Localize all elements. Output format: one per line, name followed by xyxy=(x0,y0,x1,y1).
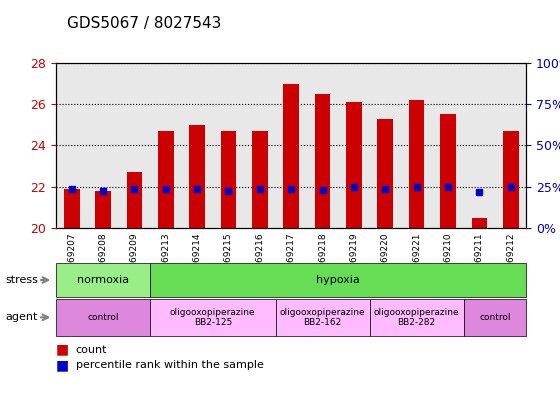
Text: oligooxopiperazine
BB2-125: oligooxopiperazine BB2-125 xyxy=(170,308,255,327)
Bar xyxy=(440,114,456,228)
Text: oligooxopiperazine
BB2-282: oligooxopiperazine BB2-282 xyxy=(374,308,459,327)
Text: control: control xyxy=(87,313,119,322)
Bar xyxy=(221,131,236,228)
Bar xyxy=(346,102,362,228)
Text: GDS5067 / 8027543: GDS5067 / 8027543 xyxy=(67,16,222,31)
Text: stress: stress xyxy=(6,275,39,285)
Text: percentile rank within the sample: percentile rank within the sample xyxy=(76,360,263,371)
Bar xyxy=(64,189,80,228)
Bar xyxy=(252,131,268,228)
Text: hypoxia: hypoxia xyxy=(316,275,360,285)
Bar xyxy=(503,131,519,228)
Text: control: control xyxy=(479,313,511,322)
Bar xyxy=(409,100,424,228)
Text: normoxia: normoxia xyxy=(77,275,129,285)
Bar xyxy=(189,125,205,228)
Bar xyxy=(472,218,487,228)
Bar xyxy=(158,131,174,228)
Text: ■: ■ xyxy=(56,358,69,373)
Bar xyxy=(95,191,111,228)
Text: ■: ■ xyxy=(56,343,69,357)
Text: count: count xyxy=(76,345,107,355)
Text: oligooxopiperazine
BB2-162: oligooxopiperazine BB2-162 xyxy=(280,308,365,327)
Text: agent: agent xyxy=(6,312,38,322)
Bar xyxy=(283,83,299,228)
Bar xyxy=(127,172,142,228)
Bar xyxy=(315,94,330,228)
Bar xyxy=(377,119,393,228)
